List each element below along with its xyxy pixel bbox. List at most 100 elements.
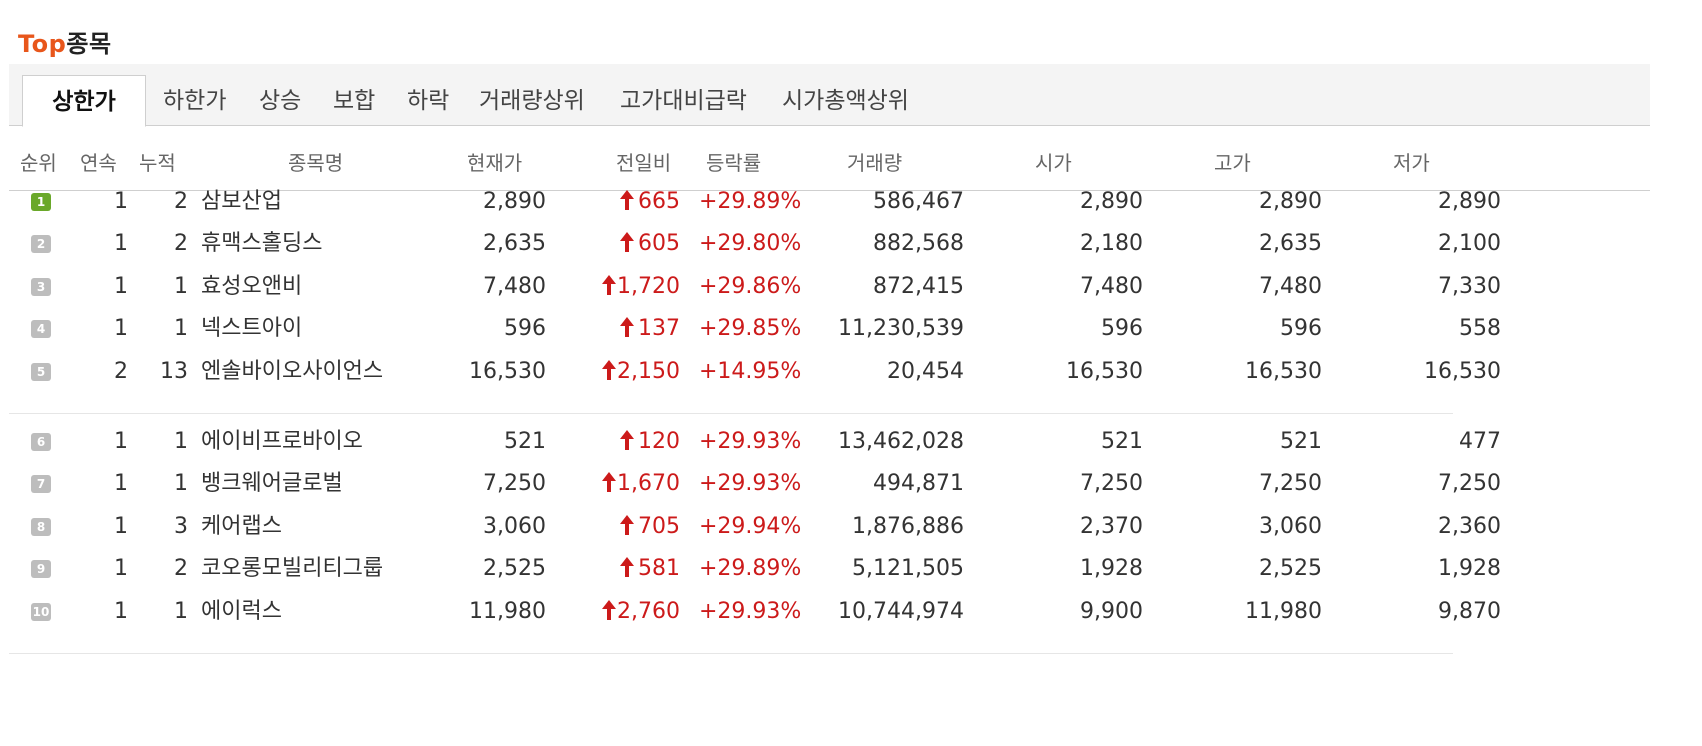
stock-name-link[interactable]: 효성오앤비 xyxy=(201,274,303,299)
change-cell: 2,760 xyxy=(617,599,680,624)
up-arrow-icon xyxy=(600,274,618,296)
low-cell: 2,890 xyxy=(1438,189,1501,214)
high-cell: 16,530 xyxy=(1245,359,1322,384)
stock-name-link[interactable]: 코오롱모빌리티그룹 xyxy=(201,556,384,581)
rank-badge: 10 xyxy=(31,603,51,621)
low-cell: 477 xyxy=(1459,429,1501,454)
table-row: 8 1 3 케어랩스 3,060 705 +29.94% 1,876,886 2,370 3,06… xyxy=(0,505,1702,549)
table-row: 2 1 2 휴맥스홀딩스 2,635 605 +29.80% 882,568 2,180 2,63… xyxy=(0,222,1702,266)
tab-fall[interactable]: 하락 xyxy=(407,88,450,114)
table-row: 7 1 1 뱅크웨어글로벌 7,250 1,670 +29.93% 494,871 7,250 7… xyxy=(0,462,1702,506)
section-title-rest: 종목 xyxy=(66,30,112,58)
volume-cell: 20,454 xyxy=(887,359,964,384)
rank-badge: 7 xyxy=(31,475,51,493)
cumulative-cell: 2 xyxy=(174,189,188,214)
price-cell: 2,890 xyxy=(483,189,546,214)
rate-cell: +29.93% xyxy=(699,471,802,496)
low-cell: 558 xyxy=(1459,316,1501,341)
rank-badge: 8 xyxy=(31,518,51,536)
price-cell: 16,530 xyxy=(469,359,546,384)
streak-cell: 1 xyxy=(114,599,128,624)
table-row: 5 2 13 엔솔바이오사이언스 16,530 2,150 +14.95% 20,454 16,… xyxy=(0,350,1702,394)
open-cell: 7,250 xyxy=(1080,471,1143,496)
cumulative-cell: 2 xyxy=(174,231,188,256)
change-cell: 2,150 xyxy=(617,359,680,384)
change-cell: 605 xyxy=(638,231,680,256)
tab-volume-top[interactable]: 거래량상위 xyxy=(479,88,585,114)
table-row: 1 1 2 삼보산업 2,890 665 +29.89% 586,467 2,890 2,890 2… xyxy=(0,180,1702,224)
rate-cell: +14.95% xyxy=(699,359,802,384)
low-cell: 2,100 xyxy=(1438,231,1501,256)
table-row: 4 1 1 넥스트아이 596 137 +29.85% 11,230,539 596 596 558 xyxy=(0,307,1702,351)
volume-cell: 494,871 xyxy=(873,471,964,496)
price-cell: 7,480 xyxy=(483,274,546,299)
rank-badge: 9 xyxy=(31,560,51,578)
open-cell: 2,890 xyxy=(1080,189,1143,214)
open-cell: 1,928 xyxy=(1080,556,1143,581)
rate-cell: +29.94% xyxy=(699,514,802,539)
volume-cell: 872,415 xyxy=(873,274,964,299)
stock-name-link[interactable]: 에이럭스 xyxy=(201,599,282,624)
up-arrow-icon xyxy=(618,429,636,451)
volume-cell: 586,467 xyxy=(873,189,964,214)
header-open: 시가 xyxy=(1035,151,1072,175)
rate-cell: +29.89% xyxy=(699,189,802,214)
stock-name-link[interactable]: 엔솔바이오사이언스 xyxy=(201,359,384,384)
tab-bar: 상한가 하한가 상승 보합 하락 거래량상위 고가대비급락 시가총액상위 xyxy=(9,64,1650,127)
rank-badge: 4 xyxy=(31,320,51,338)
stock-name-link[interactable]: 삼보산업 xyxy=(201,189,282,214)
price-cell: 2,525 xyxy=(483,556,546,581)
up-arrow-icon xyxy=(618,316,636,338)
tab-market-cap-top[interactable]: 시가총액상위 xyxy=(782,88,909,114)
header-change: 전일비 xyxy=(616,151,672,175)
up-arrow-icon xyxy=(618,514,636,536)
open-cell: 2,180 xyxy=(1080,231,1143,256)
header-cumulative: 누적 xyxy=(139,151,176,175)
rank-badge: 1 xyxy=(31,193,51,211)
open-cell: 9,900 xyxy=(1080,599,1143,624)
cumulative-cell: 1 xyxy=(174,274,188,299)
rate-cell: +29.86% xyxy=(699,274,802,299)
streak-cell: 1 xyxy=(114,316,128,341)
high-cell: 11,980 xyxy=(1245,599,1322,624)
low-cell: 7,330 xyxy=(1438,274,1501,299)
price-cell: 521 xyxy=(504,429,546,454)
up-arrow-icon xyxy=(600,359,618,381)
table-row: 3 1 1 효성오앤비 7,480 1,720 +29.86% 872,415 7,480 7,4… xyxy=(0,265,1702,309)
table-row: 6 1 1 에이비프로바이오 521 120 +29.93% 13,462,028 521 521… xyxy=(0,420,1702,464)
tab-high-drop[interactable]: 고가대비급락 xyxy=(620,88,747,114)
table-row: 10 1 1 에이럭스 11,980 2,760 +29.93% 10,744,974 9,90… xyxy=(0,590,1702,634)
change-cell: 137 xyxy=(638,316,680,341)
volume-cell: 13,462,028 xyxy=(838,429,964,454)
stock-name-link[interactable]: 뱅크웨어글로벌 xyxy=(201,471,343,496)
group-divider xyxy=(9,413,1453,414)
header-rate: 등락률 xyxy=(706,151,762,175)
tab-upper-limit[interactable]: 상한가 xyxy=(22,75,146,127)
stock-name-link[interactable]: 에이비프로바이오 xyxy=(201,429,363,454)
streak-cell: 1 xyxy=(114,274,128,299)
streak-cell: 1 xyxy=(114,231,128,256)
change-cell: 1,720 xyxy=(617,274,680,299)
tab-flat[interactable]: 보합 xyxy=(333,88,376,114)
rate-cell: +29.89% xyxy=(699,556,802,581)
cumulative-cell: 13 xyxy=(160,359,188,384)
stock-name-link[interactable]: 휴맥스홀딩스 xyxy=(201,231,323,256)
open-cell: 7,480 xyxy=(1080,274,1143,299)
change-cell: 120 xyxy=(638,429,680,454)
header-divider xyxy=(9,190,1650,191)
up-arrow-icon xyxy=(618,189,636,211)
high-cell: 2,635 xyxy=(1259,231,1322,256)
stock-name-link[interactable]: 넥스트아이 xyxy=(201,316,303,341)
stock-name-link[interactable]: 케어랩스 xyxy=(201,514,282,539)
up-arrow-icon xyxy=(618,556,636,578)
rate-cell: +29.93% xyxy=(699,599,802,624)
cumulative-cell: 1 xyxy=(174,316,188,341)
tab-rise[interactable]: 상승 xyxy=(259,88,302,114)
high-cell: 7,480 xyxy=(1259,274,1322,299)
tab-lower-limit[interactable]: 하한가 xyxy=(163,88,227,114)
low-cell: 9,870 xyxy=(1438,599,1501,624)
rank-badge: 6 xyxy=(31,433,51,451)
change-cell: 1,670 xyxy=(617,471,680,496)
volume-cell: 5,121,505 xyxy=(852,556,964,581)
high-cell: 3,060 xyxy=(1259,514,1322,539)
